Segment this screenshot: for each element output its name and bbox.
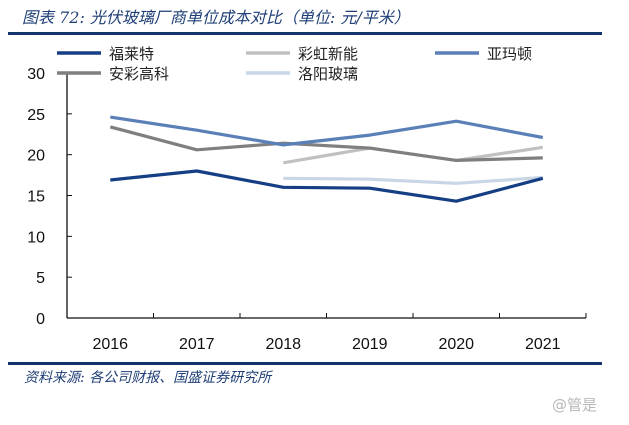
line-chart: 0 5 10 15 20 25 30 2016 2017 2018 2019 2020 2021 福莱特… <box>27 45 587 353</box>
x-tick-label: 2016 <box>92 336 128 353</box>
legend-item: 福莱特 <box>57 45 154 63</box>
source-divider <box>8 362 602 365</box>
legend-label: 亚玛顿 <box>487 45 532 63</box>
legend-item: 彩虹新能 <box>246 45 358 63</box>
x-tick-label: 2021 <box>525 336 561 353</box>
series-line-1 <box>110 169 544 203</box>
watermark: @管是 <box>552 396 598 414</box>
y-tick-label: 5 <box>36 270 45 287</box>
axes: 0 5 10 15 20 25 30 2016 2017 2018 2019 2020 2021 <box>27 66 587 353</box>
source-note: 资料来源: 各公司财报、国盛证券研究所 <box>24 370 272 386</box>
legend-label: 彩虹新能 <box>298 45 358 63</box>
x-tick-label: 2020 <box>438 336 474 353</box>
y-tick-label: 0 <box>36 311 45 328</box>
legend-label: 洛阳玻璃 <box>298 65 358 83</box>
series-lines <box>109 115 544 203</box>
y-tick-label: 15 <box>27 189 45 206</box>
legend-label: 安彩高科 <box>109 65 169 83</box>
series-line-4 <box>109 125 543 162</box>
legend-item: 洛阳玻璃 <box>246 65 358 83</box>
y-tick-label: 30 <box>27 66 45 83</box>
y-tick-label: 10 <box>27 229 45 246</box>
chart-title: 图表 72: 光伏玻璃厂商单位成本对比（单位: 元/平米） <box>22 8 410 27</box>
legend-item: 亚玛顿 <box>435 45 532 63</box>
title-divider <box>8 32 602 35</box>
x-tick-label: 2017 <box>179 336 215 353</box>
x-tick-label: 2018 <box>265 336 301 353</box>
y-tick-label: 20 <box>27 148 45 165</box>
series-line-3 <box>110 115 544 147</box>
legend-label: 福莱特 <box>109 45 154 63</box>
y-tick-label: 25 <box>27 107 45 124</box>
legend-item: 安彩高科 <box>57 65 169 83</box>
series-line-5 <box>283 175 543 185</box>
x-tick-label: 2019 <box>352 336 388 353</box>
